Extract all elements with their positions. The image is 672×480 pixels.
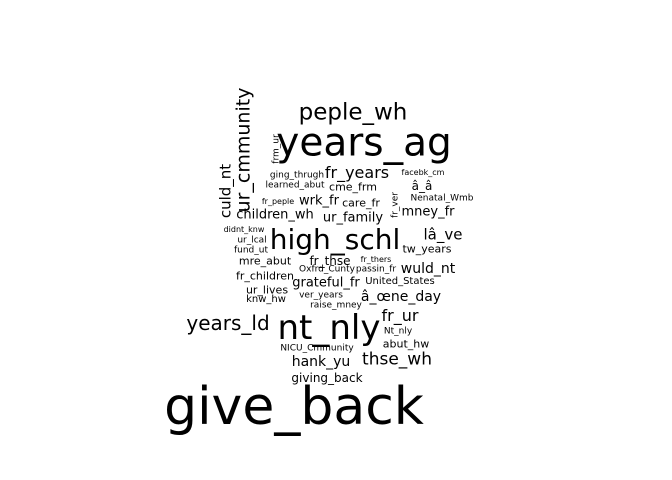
word-ur-family: ur_family [322,210,384,226]
word-thse-wh: thse_wh [362,349,432,370]
word-care-fr: care_fr [342,196,380,210]
word-wrk-fr: wrk_fr [299,193,339,209]
word-mney-fr: mney_fr [401,204,455,220]
word-peple-wh: peple_wh [298,99,408,126]
word-frm-ur: frm_ur [271,134,282,164]
word-cme-frm: cme_frm [329,180,377,194]
word-culd-nt: culd_nt [216,163,235,219]
word-wuld-nt: wuld_nt [400,261,456,277]
word-nicu-cmmunity: NICU_Cmmunity [280,343,354,354]
word-knw-hw: knw_hw [246,294,286,305]
word-hank-yu: hank_yu [291,354,351,370]
word-nt-nly-small: Nt_nly [383,326,413,337]
word-children-wh: children_wh [236,207,314,223]
word-nt-nly: nt_nly [277,308,381,348]
word-ging-thrugh: ging_thrugh [269,170,325,181]
word-fr-years: fr_years [324,163,390,182]
word-tw-years: tw_years [402,242,452,256]
word-high-schl: high_schl [269,223,401,256]
word-fr-peple: fr_peple [261,197,295,206]
word-abut-hw: abut_hw [382,337,430,351]
word-facebk-cm: facebk_cm [401,168,445,177]
word-didnt-knw: didnt_knw [223,225,265,234]
word-give-back: give_back [164,377,424,437]
word-years-ld: years_ld [186,311,270,335]
word-years-ag: years_ag [276,120,452,166]
word-one-day: â_œne_day [360,289,442,305]
word-fr-ver: fr_ver [390,192,401,218]
word-learned-abut: learned_abut [265,180,325,191]
word-raise-mney: raise_mney [310,300,362,311]
word-giving-back: giving_back [291,371,363,385]
word-fr-thers: fr_thers [360,255,392,264]
word-lave: lâ_ve [423,225,463,244]
word-fr-thse: fr_thse [309,254,351,268]
word-passin-fr: passin_fr [355,264,397,275]
word-ur-cmmunity: ur_cmmunity [232,87,255,213]
word-mre-abut: mre_abut [238,254,292,268]
word-nenatal-wmb: Nenatal_Wmb [410,193,474,204]
word-united-states: United_States [365,276,435,287]
word-ver-years: ver_years [299,290,343,301]
word-fr-ur: fr_ur [381,306,419,325]
word-ur-lcal: ur_lcal [237,235,267,246]
word-ur-lives: ur_lives [245,283,289,297]
word-a-a: â_â [411,179,433,193]
word-fund-ut: fund_ut [233,245,269,256]
word-oxfrd-cunty: Oxfrd_Cunty [299,264,355,275]
word-fr-children: fr_children [235,269,295,283]
word-grateful-fr: grateful_fr [292,275,360,291]
